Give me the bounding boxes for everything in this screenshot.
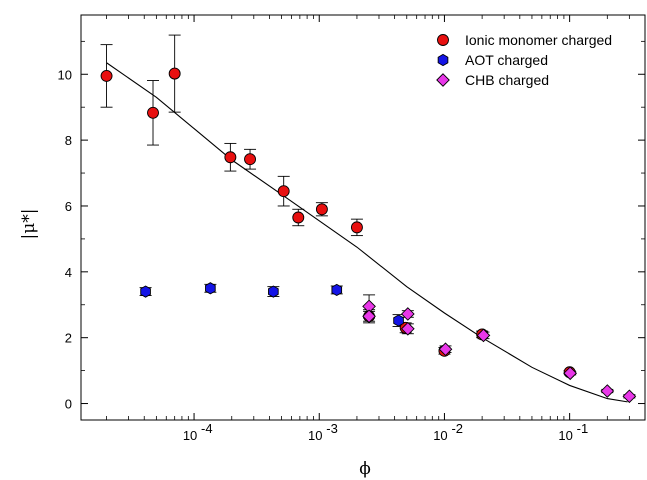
ionic-monomer-charged-point xyxy=(350,221,363,234)
fit-curve-layer xyxy=(106,62,628,403)
aot-charged-point xyxy=(331,283,343,297)
aot-charged-point xyxy=(393,314,404,327)
y-axis: 0 2 4 6 8 10 xyxy=(58,40,645,412)
x-tick-exponent: -3 xyxy=(326,421,338,436)
x-tick-label: 10 xyxy=(558,428,572,443)
chb-charged-point xyxy=(400,307,415,321)
error-bar-layer xyxy=(100,34,636,399)
y-tick-label: 6 xyxy=(65,199,72,214)
x-tick-exponent: -1 xyxy=(577,421,589,436)
chb-charged-point xyxy=(476,328,491,343)
ionic-monomer-charged-point xyxy=(292,211,305,224)
y-tick-label: 8 xyxy=(65,133,72,148)
legend-marker xyxy=(437,34,449,46)
ionic-monomer-charged-point xyxy=(315,203,328,216)
ionic-monomer-charged-point xyxy=(100,69,113,82)
aot-charged-point xyxy=(205,282,216,295)
fit-curve-line xyxy=(106,62,628,403)
y-tick-label: 2 xyxy=(65,331,72,346)
x-tick-exponent: -4 xyxy=(201,421,213,436)
ionic-monomer-charged-point xyxy=(224,151,237,164)
legend-marker xyxy=(436,73,450,87)
y-axis-title: |μ*| xyxy=(19,208,39,239)
aot-charged-point xyxy=(268,285,279,298)
y-tick-label: 0 xyxy=(65,397,72,412)
chb-charged-point xyxy=(600,384,615,398)
y-tick-label: 10 xyxy=(58,67,72,82)
legend-label: Ionic monomer charged xyxy=(465,32,612,48)
legend-label: AOT charged xyxy=(465,52,548,68)
aot-charged-point xyxy=(140,285,151,298)
plot-frame xyxy=(80,14,646,421)
legend-label: CHB charged xyxy=(465,72,549,88)
ionic-monomer-charged-point xyxy=(277,185,290,198)
legend-marker xyxy=(437,53,449,67)
x-tick-label: 10 xyxy=(183,428,197,443)
x-axis: 10 -4 10 -3 10 -2 10 -1 xyxy=(106,15,646,443)
x-tick-label: 10 xyxy=(433,428,447,443)
legend: Ionic monomer charged AOT charged CHB char… xyxy=(436,32,612,88)
ionic-monomer-charged-point xyxy=(244,153,256,166)
marker-layer xyxy=(100,67,637,404)
y-tick-label: 4 xyxy=(65,265,72,280)
x-tick-label: 10 xyxy=(308,428,322,443)
ionic-monomer-charged-point xyxy=(168,67,181,80)
chb-charged-point xyxy=(563,366,578,381)
chb-charged-point xyxy=(622,389,637,404)
chb-charged-point xyxy=(438,342,453,357)
chb-charged-point xyxy=(400,321,415,336)
chb-charged-point xyxy=(362,309,376,324)
x-axis-title: ϕ xyxy=(359,459,371,479)
ionic-monomer-charged-point xyxy=(147,106,159,119)
x-tick-exponent: -2 xyxy=(451,421,463,436)
